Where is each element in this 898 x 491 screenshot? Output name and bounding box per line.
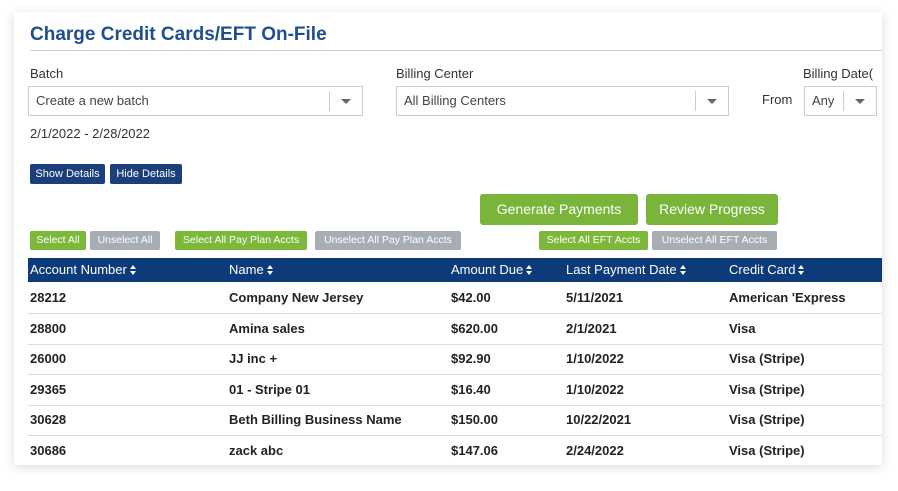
billing-center-select[interactable]: All Billing Centers <box>396 86 729 116</box>
table-row: 28212 Company New Jersey $42.00 5/11/2021 Am… <box>28 283 882 314</box>
unselect-all-button[interactable]: Unselect All <box>90 231 160 250</box>
date-range: 2/1/2022 - 2/28/2022 <box>30 126 150 141</box>
column-header[interactable]: Last Payment Date <box>566 258 687 282</box>
table-row: 28800 Amina sales $620.00 2/1/2021 Visa <box>28 314 882 345</box>
table-cell: Visa (Stripe) <box>729 351 805 366</box>
batch-label: Batch <box>30 66 64 81</box>
generate-payments-button[interactable]: Generate Payments <box>480 194 638 225</box>
column-header[interactable]: Amount Due <box>451 258 533 282</box>
select-all-eft-button[interactable]: Select All EFT Accts <box>539 231 648 250</box>
table-cell: American 'Express <box>729 290 846 305</box>
table-cell: 28800 <box>30 320 67 336</box>
table-cell: Visa (Stripe) <box>729 442 805 458</box>
table-cell: 29365 <box>30 381 67 397</box>
table-row: 29365 01 - Stripe 01 $16.40 1/10/2022 Visa (… <box>28 375 882 406</box>
unselect-all-pay-plan-button[interactable]: Unselect All Pay Plan Accts <box>315 231 461 250</box>
table-cell: 28212 <box>30 290 67 305</box>
table-cell: 30628 <box>30 412 67 427</box>
select-all-button[interactable]: Select All <box>30 231 86 250</box>
column-header[interactable]: Name <box>229 258 274 282</box>
batch-value: Create a new batch <box>36 93 149 108</box>
table-cell: Company New Jersey <box>229 290 364 305</box>
table-cell: $150.00 <box>451 412 498 427</box>
column-title: Credit Card <box>729 262 796 277</box>
table-cell: 2/24/2022 <box>566 442 624 458</box>
table-cell: $16.40 <box>451 381 491 397</box>
sort-icon <box>129 265 137 275</box>
unselect-all-eft-button[interactable]: Unselect All EFT Accts <box>652 231 777 250</box>
from-label: From <box>762 92 793 107</box>
table-header: Account Number Name Amount Due Last Payment… <box>28 258 882 282</box>
table-cell: $147.06 <box>451 442 498 458</box>
table-cell: $620.00 <box>451 320 498 336</box>
column-header[interactable]: Credit Card <box>729 258 805 282</box>
select-all-pay-plan-button[interactable]: Select All Pay Plan Accts <box>175 231 307 250</box>
table-row: 26000 JJ inc + $92.90 1/10/2022 Visa (Stripe… <box>28 344 882 375</box>
review-progress-button[interactable]: Review Progress <box>646 194 778 225</box>
table-cell: Visa <box>729 320 756 336</box>
sort-icon <box>679 265 687 275</box>
billing-date-label: Billing Date( <box>803 66 874 81</box>
table-cell: 26000 <box>30 351 67 366</box>
table-cell: 1/10/2022 <box>566 351 624 366</box>
sort-icon <box>526 265 533 275</box>
table-cell: 10/22/2021 <box>566 412 632 427</box>
table-cell: 5/11/2021 <box>566 290 624 305</box>
table-cell: 30686 <box>30 442 67 458</box>
table-cell: 01 - Stripe 01 <box>229 381 310 397</box>
hide-details-button[interactable]: Hide Details <box>110 164 182 184</box>
billing-center-value: All Billing Centers <box>404 93 506 108</box>
table-cell: JJ inc + <box>229 351 278 366</box>
sort-icon <box>266 265 274 275</box>
column-title: Name <box>229 262 264 277</box>
table-cell: $92.90 <box>451 351 491 366</box>
sort-icon <box>798 265 805 275</box>
billing-center-label: Billing Center <box>396 66 474 81</box>
table-row: 30628 Beth Billing Business Name $150.00 10… <box>28 405 882 436</box>
table-cell: 1/10/2022 <box>566 381 624 397</box>
column-title: Last Payment Date <box>566 262 677 277</box>
panel: Charge Credit Cards/EFT On-File Batch Cr… <box>14 12 882 465</box>
table-cell: 2/1/2021 <box>566 320 617 336</box>
batch-select[interactable]: Create a new batch <box>28 86 363 116</box>
column-title: Account Number <box>30 262 127 277</box>
column-header[interactable]: Account Number <box>30 258 137 282</box>
table-cell: Visa (Stripe) <box>729 412 805 427</box>
table-cell: Visa (Stripe) <box>729 381 805 397</box>
billing-date-select[interactable]: Any <box>804 86 877 116</box>
table-row: 30686 zack abc $147.06 2/24/2022 Visa (Strip… <box>28 436 882 466</box>
table-cell: zack abc <box>229 442 284 458</box>
divider <box>30 50 882 51</box>
column-title: Amount Due <box>451 262 524 277</box>
table-cell: Amina sales <box>229 320 305 336</box>
page-title: Charge Credit Cards/EFT On-File <box>30 24 327 45</box>
table-cell: $42.00 <box>451 290 491 305</box>
table-cell: Beth Billing Business Name <box>229 412 402 427</box>
billing-date-value: Any <box>812 93 835 108</box>
show-details-button[interactable]: Show Details <box>30 164 105 184</box>
